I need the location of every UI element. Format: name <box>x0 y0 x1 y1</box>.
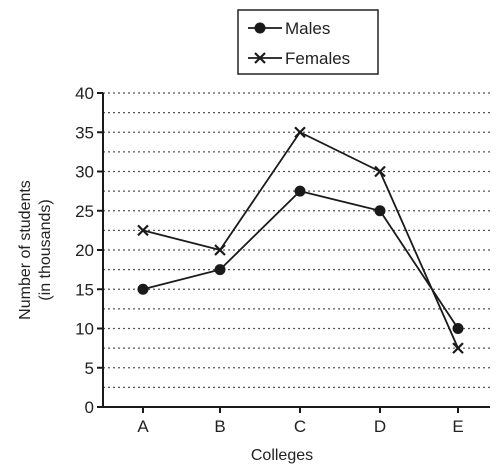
x-axis-ticks: A B C D E <box>137 407 464 436</box>
legend-label-males: Males <box>285 19 330 38</box>
x-axis-label: Colleges <box>251 447 313 464</box>
y-tick-label: 40 <box>75 84 94 103</box>
x-tick-label: D <box>374 417 386 436</box>
series-line-males <box>142 190 459 329</box>
series-line-females <box>142 131 459 349</box>
y-tick-label: 5 <box>85 359 94 378</box>
y-axis-label-line2: (in thousands) <box>37 199 54 300</box>
y-tick-label: 35 <box>75 123 94 142</box>
data-point-males <box>137 283 149 295</box>
y-tick-label: 25 <box>75 202 94 221</box>
series-females <box>137 126 464 354</box>
y-axis-label-line1: Number of students <box>17 180 34 320</box>
data-point-females <box>137 224 149 237</box>
y-tick-label: 20 <box>75 241 94 260</box>
data-point-males <box>294 185 306 197</box>
series-group <box>137 126 464 354</box>
data-point-males <box>374 205 386 217</box>
y-tick-label: 10 <box>75 320 94 339</box>
x-tick-label: A <box>137 417 149 436</box>
axes <box>102 93 490 408</box>
data-point-males <box>214 264 226 276</box>
x-tick-label: C <box>294 417 306 436</box>
data-point-females <box>294 126 306 139</box>
data-point-females <box>214 244 226 256</box>
y-tick-label: 15 <box>75 280 94 299</box>
legend-label-females: Females <box>285 49 350 68</box>
legend-marker-females <box>254 52 266 64</box>
data-point-females <box>452 342 464 354</box>
x-tick-label: B <box>214 417 225 436</box>
y-tick-label: 0 <box>85 398 94 417</box>
data-point-females <box>374 165 386 178</box>
y-tick-label: 30 <box>75 163 94 182</box>
legend-box <box>237 9 379 75</box>
y-axis-ticks: 0 5 10 15 20 25 30 35 40 <box>75 84 103 417</box>
legend-marker-males <box>254 22 266 34</box>
series-males <box>137 185 464 334</box>
legend: Males Females <box>237 9 379 75</box>
data-point-males <box>452 323 464 334</box>
x-tick-label: E <box>452 417 463 436</box>
